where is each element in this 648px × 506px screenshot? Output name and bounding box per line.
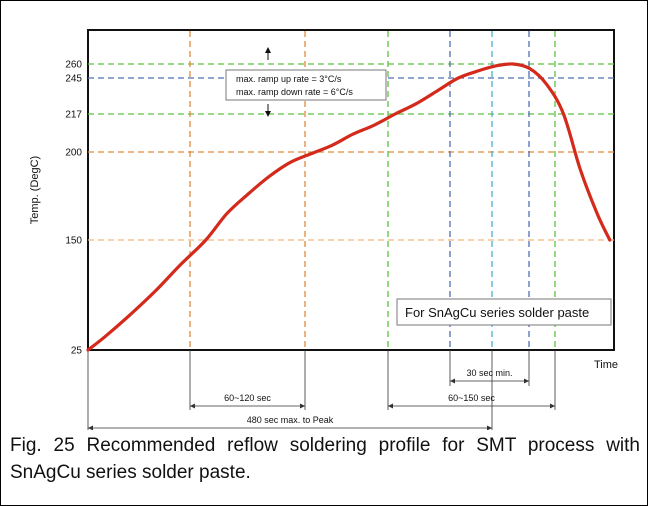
dim-arrow-left-2 bbox=[388, 403, 393, 409]
dim-arrow-left-3 bbox=[88, 425, 93, 430]
ramp-down-annotation: max. ramp down rate = 6°C/s bbox=[236, 87, 353, 97]
y-tick-label-25: 25 bbox=[71, 346, 83, 357]
ramp-arrow-up-head bbox=[265, 47, 271, 53]
figure-caption: Fig. 25 Recommended reflow soldering pro… bbox=[10, 435, 640, 483]
y-tick-label-200: 200 bbox=[65, 148, 82, 159]
series-line-0 bbox=[86, 62, 612, 352]
y-tick-label-245: 245 bbox=[65, 74, 82, 85]
dim-label-3: 480 sec max. to Peak bbox=[247, 415, 334, 425]
reflow-profile-chart: 25 150 200 217 245 260 60~120 sec 30 sec min. 6… bbox=[29, 29, 618, 430]
dim-arrow-right-1 bbox=[524, 378, 529, 384]
dim-label-1: 30 sec min. bbox=[466, 368, 512, 378]
dim-arrow-right-0 bbox=[300, 403, 305, 409]
dim-arrow-right-2 bbox=[550, 403, 555, 409]
y-tick-label-150: 150 bbox=[65, 236, 82, 247]
ramp-arrow-down-head bbox=[265, 111, 271, 117]
dim-arrow-left-0 bbox=[190, 403, 195, 409]
dim-arrow-left-1 bbox=[450, 378, 455, 384]
ramp-up-annotation: max. ramp up rate = 3°C/s bbox=[236, 74, 342, 84]
x-axis-title: Time bbox=[594, 359, 618, 371]
ramp-rate-box bbox=[225, 69, 387, 101]
y-tick-label-260: 260 bbox=[65, 60, 82, 71]
y-tick-label-217: 217 bbox=[65, 110, 82, 121]
solder-paste-label-box bbox=[396, 298, 612, 326]
dim-arrow-right-3 bbox=[487, 425, 492, 430]
dim-label-2: 60~150 sec bbox=[448, 393, 495, 403]
dim-label-0: 60~120 sec bbox=[224, 393, 271, 403]
y-axis-title: Temp. (DegC) bbox=[29, 156, 41, 224]
solder-paste-label: For SnAgCu series solder paste bbox=[405, 305, 589, 320]
